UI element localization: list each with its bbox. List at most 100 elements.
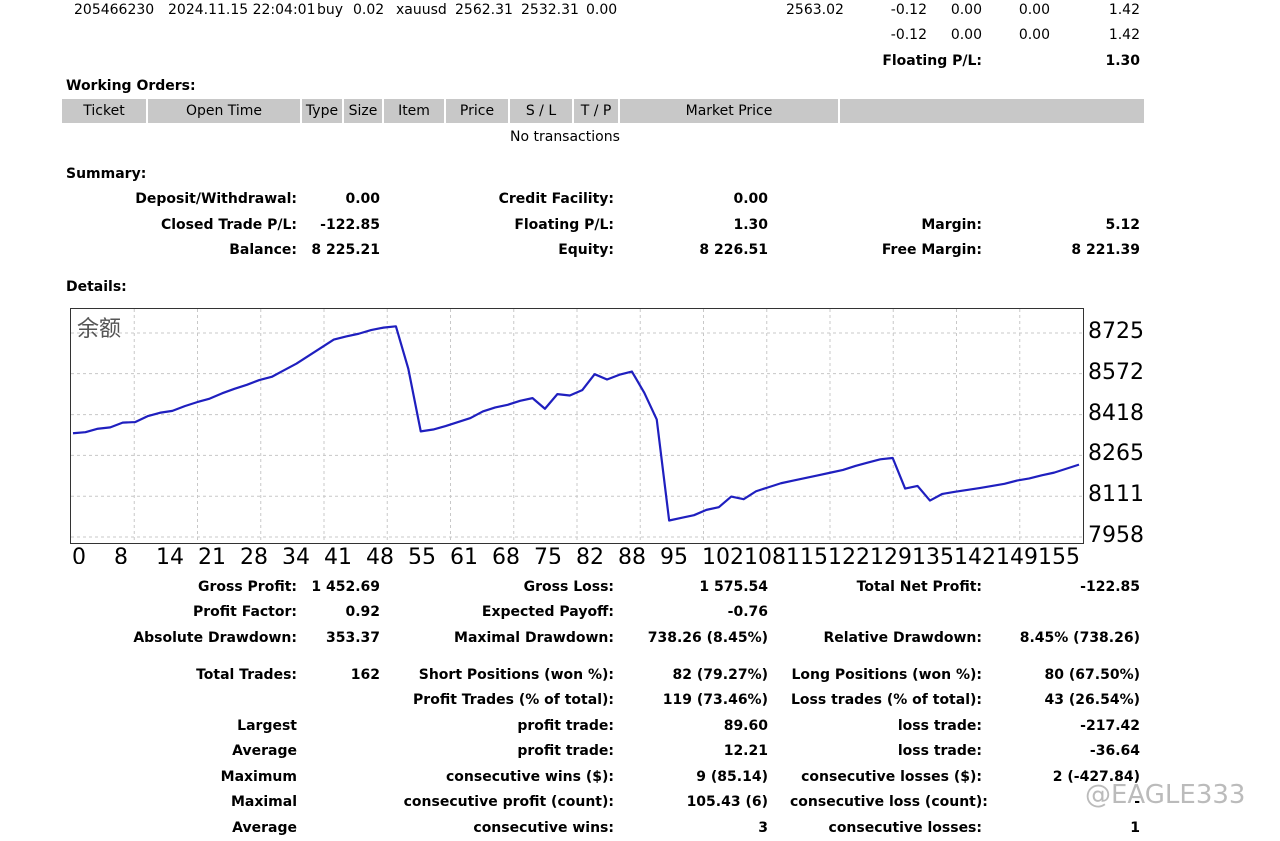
x-axis-labels: 0 8 14 21 28 34 41 48 55 61 68 75 82 88 95 102 108 115 122… — [70, 546, 1082, 564]
col-ticket: Ticket — [62, 99, 146, 123]
y-tick-label: 8418 — [1088, 400, 1144, 426]
deposit-label: Deposit/Withdrawal: — [135, 191, 297, 207]
x-tick-label: 8 — [114, 546, 128, 564]
gross-profit-value: 1 452.69 — [311, 579, 380, 595]
max-cons-wins-label: consecutive wins ($): — [445, 769, 614, 785]
x-tick-label: 75 — [534, 546, 562, 564]
trade-ticket: 205466230 — [74, 2, 155, 18]
working-orders-title: Working Orders: — [66, 78, 196, 94]
long-positions-value: 80 (67.50%) — [1044, 667, 1140, 683]
gross-loss-value: 1 575.54 — [699, 579, 768, 595]
y-tick-label: 8111 — [1088, 482, 1144, 508]
x-tick-label: 95 — [660, 546, 688, 564]
avg-profit-label: profit trade: — [517, 743, 614, 759]
x-tick-label: 41 — [324, 546, 352, 564]
balance-chart-svg — [71, 309, 1083, 543]
rel-drawdown-label: Relative Drawdown: — [823, 630, 982, 646]
y-tick-label: 8265 — [1088, 441, 1144, 467]
short-positions-value: 82 (79.27%) — [672, 667, 768, 683]
col-open-time: Open Time — [148, 99, 300, 123]
col-price: Price — [446, 99, 508, 123]
max-cons-losses-label: consecutive losses ($): — [801, 769, 982, 785]
col-tp: T / P — [574, 99, 618, 123]
x-tick-label: 155 — [1038, 546, 1080, 564]
x-tick-label: 21 — [198, 546, 226, 564]
avg-cons-wins-label: consecutive wins: — [473, 820, 614, 836]
trade-price: 2562.31 — [455, 2, 513, 18]
x-tick-label: 14 — [156, 546, 184, 564]
max-drawdown-value: 738.26 (8.45%) — [647, 630, 768, 646]
largest-loss-value: -217.42 — [1080, 718, 1140, 734]
maximal-loss-value: - — [1134, 794, 1140, 810]
summary-floating-value: 1.30 — [733, 217, 768, 233]
trade-sl: 2532.31 — [521, 2, 579, 18]
trade-taxes: 0.00 — [950, 2, 982, 18]
x-tick-label: 0 — [72, 546, 86, 564]
profit-trades-value: 119 (73.46%) — [662, 692, 768, 708]
free-margin-label: Free Margin: — [881, 242, 982, 258]
col-market-price: Market Price — [620, 99, 838, 123]
credit-label: Credit Facility: — [498, 191, 614, 207]
avg-cons-losses-value: 1 — [1130, 820, 1140, 836]
floating-pl-value: 1.30 — [1105, 53, 1140, 69]
trade-swap: 0.00 — [1018, 2, 1050, 18]
short-positions-label: Short Positions (won %): — [418, 667, 614, 683]
maximal-profit-value: 105.43 (6) — [686, 794, 768, 810]
avg-cons-wins-value: 3 — [758, 820, 768, 836]
col-item: Item — [384, 99, 444, 123]
loss-trades-value: 43 (26.54%) — [1044, 692, 1140, 708]
max-cons-losses-value: 2 (-427.84) — [1052, 769, 1140, 785]
margin-value: 5.12 — [1105, 217, 1140, 233]
col-size: Size — [344, 99, 382, 123]
trade-item: xauusd — [396, 2, 447, 18]
y-tick-label: 7958 — [1088, 523, 1144, 548]
average-label: Average — [232, 743, 297, 759]
expected-payoff-label: Expected Payoff: — [481, 604, 614, 620]
max-cons-wins-value: 9 (85.14) — [696, 769, 768, 785]
free-margin-value: 8 221.39 — [1071, 242, 1140, 258]
x-tick-label: 135 — [912, 546, 954, 564]
total-trades-label: Total Trades: — [196, 667, 297, 683]
x-tick-label: 88 — [618, 546, 646, 564]
totals-taxes: 0.00 — [950, 27, 982, 43]
largest-label: Largest — [237, 718, 297, 734]
avg-profit-value: 12.21 — [723, 743, 768, 759]
equity-label: Equity: — [558, 242, 614, 258]
abs-drawdown-label: Absolute Drawdown: — [133, 630, 297, 646]
profit-factor-label: Profit Factor: — [192, 604, 297, 620]
details-title: Details: — [66, 279, 127, 295]
max-drawdown-label: Maximal Drawdown: — [454, 630, 614, 646]
maximal-label: Maximal — [230, 794, 297, 810]
balance-value: 8 225.21 — [311, 242, 380, 258]
x-tick-label: 102 — [702, 546, 744, 564]
balance-chart: 余额 — [70, 308, 1084, 544]
col-type: Type — [302, 99, 342, 123]
average2-label: Average — [232, 820, 297, 836]
x-tick-label: 55 — [408, 546, 436, 564]
avg-loss-label: loss trade: — [897, 743, 982, 759]
summary-floating-label: Floating P/L: — [514, 217, 614, 233]
summary-title: Summary: — [66, 166, 147, 182]
largest-loss-label: loss trade: — [897, 718, 982, 734]
trade-type: buy — [317, 2, 344, 18]
totals-profit: 1.42 — [1108, 27, 1140, 43]
chart-title: 余额 — [77, 317, 122, 342]
total-net-value: -122.85 — [1080, 579, 1140, 595]
x-tick-label: 162 — [1080, 546, 1082, 564]
x-tick-label: 82 — [576, 546, 604, 564]
balance-label: Balance: — [229, 242, 297, 258]
trade-size: 0.02 — [353, 2, 385, 18]
x-tick-label: 68 — [492, 546, 520, 564]
gross-loss-label: Gross Loss: — [523, 579, 614, 595]
y-tick-label: 8725 — [1088, 318, 1144, 344]
trade-market-price: 2563.02 — [786, 2, 844, 18]
abs-drawdown-value: 353.37 — [325, 630, 380, 646]
x-tick-label: 48 — [366, 546, 394, 564]
closed-pl-value: -122.85 — [320, 217, 380, 233]
total-net-label: Total Net Profit: — [856, 579, 982, 595]
gross-profit-label: Gross Profit: — [197, 579, 297, 595]
col-blank — [840, 99, 1144, 123]
x-tick-label: 122 — [828, 546, 870, 564]
loss-trades-label: Loss trades (% of total): — [791, 692, 982, 708]
col-sl: S / L — [510, 99, 572, 123]
